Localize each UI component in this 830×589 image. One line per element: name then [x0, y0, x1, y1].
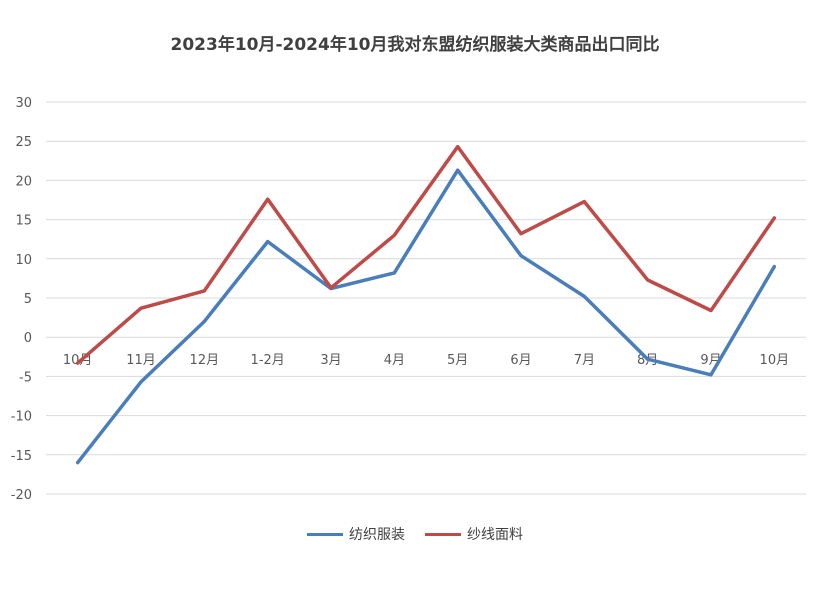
data-point-s0-8	[582, 294, 586, 298]
y-tick-label: 0	[24, 331, 32, 346]
data-point-s0-1	[139, 380, 143, 384]
data-point-s1-5	[392, 233, 396, 237]
series-lines	[75, 144, 777, 465]
y-tick-label: -15	[11, 449, 32, 464]
data-point-s1-10	[709, 309, 713, 313]
legend-item-series-0[interactable]: 纺织服装	[307, 524, 405, 544]
y-tick-label: 10	[15, 253, 32, 268]
data-point-s0-6	[456, 168, 460, 172]
data-point-s1-2	[202, 289, 206, 293]
y-tick-label: -5	[19, 370, 32, 385]
x-tick-label: 5月	[447, 353, 468, 368]
data-point-s1-9	[646, 278, 650, 282]
x-tick-label: 10月	[760, 353, 790, 368]
y-axis-ticks: 30 25 20 15 10 5 0 -5 -10 -15 -20	[11, 96, 32, 503]
data-point-s1-3	[266, 197, 270, 201]
data-point-s0-0	[76, 461, 80, 465]
data-point-s0-3	[266, 240, 270, 244]
chart-title: 2023年10月-2024年10月我对东盟纺织服装大类商品出口同比	[170, 35, 660, 55]
data-point-s1-1	[139, 306, 143, 310]
y-tick-label: 30	[15, 96, 32, 111]
legend-item-series-1[interactable]: 纱线面料	[425, 524, 523, 544]
legend-swatch-0	[307, 532, 343, 536]
x-tick-label: 3月	[320, 353, 341, 368]
y-tick-label: 20	[15, 174, 32, 189]
data-point-s0-5	[392, 271, 396, 275]
x-tick-label: 4月	[384, 353, 405, 368]
legend-label-1: 纱线面料	[467, 527, 523, 543]
data-point-s0-10	[709, 373, 713, 377]
data-point-s1-0	[76, 361, 80, 365]
x-tick-label: 1-2月	[251, 353, 285, 368]
data-point-s1-8	[582, 200, 586, 204]
y-tick-label: -10	[11, 410, 32, 425]
data-point-s0-7	[519, 254, 523, 258]
series-line-0	[75, 168, 777, 465]
series-line-1	[75, 144, 777, 365]
gridlines	[46, 101, 806, 495]
data-point-s0-11	[772, 265, 776, 269]
x-tick-label: 12月	[190, 353, 220, 368]
y-tick-label: 5	[24, 292, 32, 307]
data-point-s1-7	[519, 232, 523, 236]
legend-swatch-1	[425, 532, 461, 536]
y-tick-label: 15	[15, 214, 32, 229]
x-tick-label: 11月	[126, 353, 156, 368]
y-tick-label: -20	[11, 488, 32, 503]
x-tick-label: 7月	[574, 353, 595, 368]
data-point-s0-9	[646, 357, 650, 361]
legend: 纺织服装 纱线面料	[0, 524, 830, 544]
data-point-s0-2	[202, 320, 206, 324]
legend-label-0: 纺织服装	[349, 527, 405, 543]
x-tick-label: 6月	[510, 353, 531, 368]
y-tick-label: 25	[15, 135, 32, 150]
data-point-s1-11	[772, 216, 776, 220]
data-point-s1-6	[456, 145, 460, 149]
data-point-s1-4	[329, 286, 333, 290]
